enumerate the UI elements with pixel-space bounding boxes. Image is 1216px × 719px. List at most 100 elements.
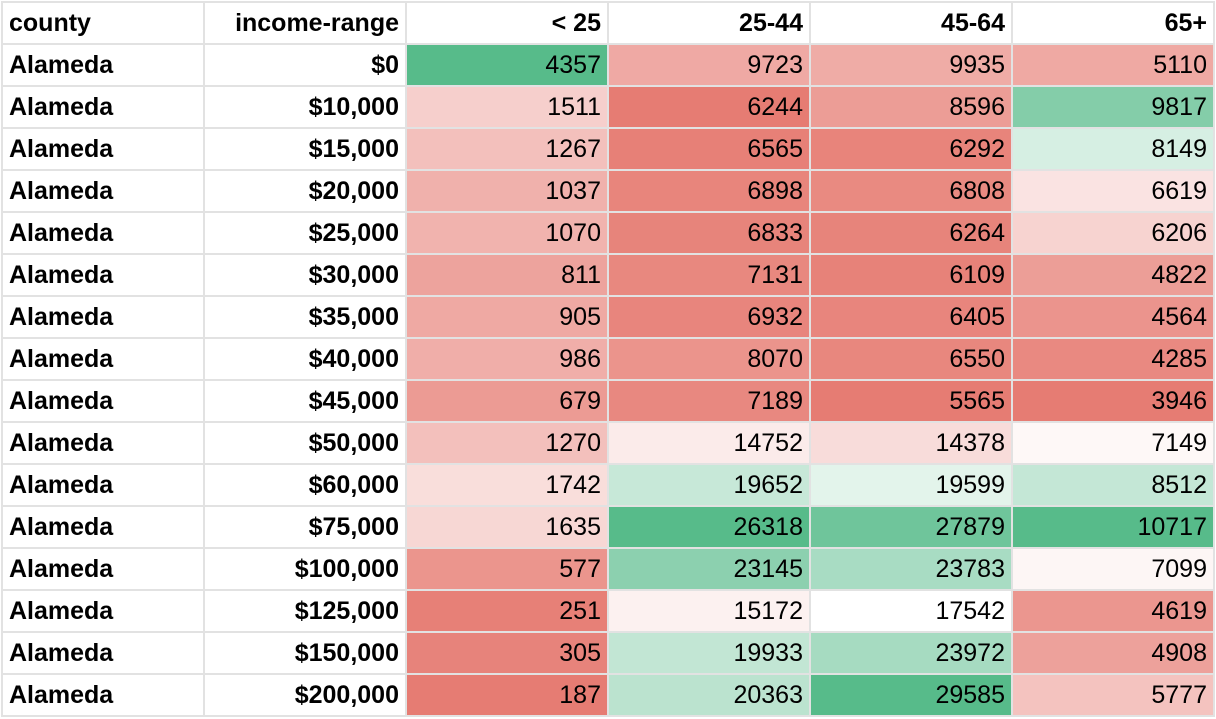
cell-income-range[interactable]: $30,000 [203,253,407,297]
cell-income-range[interactable]: $50,000 [203,421,407,465]
header-cell-65-plus[interactable]: 65+ [1011,1,1215,45]
cell-county[interactable]: Alameda [1,379,205,423]
cell-25-44[interactable]: 6244 [607,85,811,129]
cell-65-plus[interactable]: 6619 [1011,169,1215,213]
cell-county[interactable]: Alameda [1,253,205,297]
cell-65-plus[interactable]: 5110 [1011,43,1215,87]
cell-25-44[interactable]: 6565 [607,127,811,171]
cell-county[interactable]: Alameda [1,169,205,213]
cell-65-plus[interactable]: 4908 [1011,631,1215,675]
cell-65-plus[interactable]: 10717 [1011,505,1215,549]
cell-county[interactable]: Alameda [1,43,205,87]
header-cell-under-25[interactable]: < 25 [405,1,609,45]
cell-county[interactable]: Alameda [1,337,205,381]
cell-income-range[interactable]: $25,000 [203,211,407,255]
cell-under-25[interactable]: 1511 [405,85,609,129]
cell-under-25[interactable]: 1635 [405,505,609,549]
cell-25-44[interactable]: 7189 [607,379,811,423]
cell-45-64[interactable]: 14378 [809,421,1013,465]
cell-under-25[interactable]: 1037 [405,169,609,213]
cell-65-plus[interactable]: 7149 [1011,421,1215,465]
cell-45-64[interactable]: 6808 [809,169,1013,213]
cell-45-64[interactable]: 6109 [809,253,1013,297]
header-cell-45-64[interactable]: 45-64 [809,1,1013,45]
cell-income-range[interactable]: $200,000 [203,673,407,717]
cell-45-64[interactable]: 9935 [809,43,1013,87]
cell-65-plus[interactable]: 4285 [1011,337,1215,381]
cell-income-range[interactable]: $45,000 [203,379,407,423]
cell-25-44[interactable]: 6932 [607,295,811,339]
cell-under-25[interactable]: 1070 [405,211,609,255]
cell-65-plus[interactable]: 5777 [1011,673,1215,717]
cell-45-64[interactable]: 27879 [809,505,1013,549]
cell-25-44[interactable]: 26318 [607,505,811,549]
cell-65-plus[interactable]: 7099 [1011,547,1215,591]
cell-county[interactable]: Alameda [1,631,205,675]
cell-under-25[interactable]: 305 [405,631,609,675]
cell-income-range[interactable]: $40,000 [203,337,407,381]
cell-25-44[interactable]: 6833 [607,211,811,255]
cell-45-64[interactable]: 29585 [809,673,1013,717]
cell-65-plus[interactable]: 4619 [1011,589,1215,633]
cell-income-range[interactable]: $125,000 [203,589,407,633]
cell-under-25[interactable]: 4357 [405,43,609,87]
cell-income-range[interactable]: $15,000 [203,127,407,171]
cell-county[interactable]: Alameda [1,547,205,591]
cell-65-plus[interactable]: 8149 [1011,127,1215,171]
cell-65-plus[interactable]: 6206 [1011,211,1215,255]
cell-income-range[interactable]: $0 [203,43,407,87]
cell-under-25[interactable]: 905 [405,295,609,339]
cell-45-64[interactable]: 6405 [809,295,1013,339]
cell-county[interactable]: Alameda [1,421,205,465]
cell-25-44[interactable]: 15172 [607,589,811,633]
cell-25-44[interactable]: 7131 [607,253,811,297]
cell-under-25[interactable]: 1270 [405,421,609,465]
header-cell-income-range[interactable]: income-range [203,1,407,45]
cell-65-plus[interactable]: 3946 [1011,379,1215,423]
cell-county[interactable]: Alameda [1,127,205,171]
cell-65-plus[interactable]: 4822 [1011,253,1215,297]
cell-45-64[interactable]: 5565 [809,379,1013,423]
cell-income-range[interactable]: $20,000 [203,169,407,213]
cell-65-plus[interactable]: 4564 [1011,295,1215,339]
header-cell-25-44[interactable]: 25-44 [607,1,811,45]
cell-county[interactable]: Alameda [1,589,205,633]
cell-income-range[interactable]: $35,000 [203,295,407,339]
cell-income-range[interactable]: $60,000 [203,463,407,507]
cell-45-64[interactable]: 19599 [809,463,1013,507]
cell-under-25[interactable]: 1742 [405,463,609,507]
cell-45-64[interactable]: 8596 [809,85,1013,129]
cell-county[interactable]: Alameda [1,211,205,255]
cell-county[interactable]: Alameda [1,505,205,549]
cell-under-25[interactable]: 577 [405,547,609,591]
cell-45-64[interactable]: 23783 [809,547,1013,591]
cell-45-64[interactable]: 6550 [809,337,1013,381]
cell-under-25[interactable]: 251 [405,589,609,633]
cell-25-44[interactable]: 9723 [607,43,811,87]
cell-25-44[interactable]: 20363 [607,673,811,717]
cell-45-64[interactable]: 23972 [809,631,1013,675]
cell-county[interactable]: Alameda [1,463,205,507]
cell-45-64[interactable]: 6292 [809,127,1013,171]
cell-25-44[interactable]: 23145 [607,547,811,591]
cell-25-44[interactable]: 19652 [607,463,811,507]
cell-income-range[interactable]: $10,000 [203,85,407,129]
cell-county[interactable]: Alameda [1,295,205,339]
cell-45-64[interactable]: 17542 [809,589,1013,633]
cell-65-plus[interactable]: 9817 [1011,85,1215,129]
cell-45-64[interactable]: 6264 [809,211,1013,255]
cell-under-25[interactable]: 811 [405,253,609,297]
cell-65-plus[interactable]: 8512 [1011,463,1215,507]
cell-income-range[interactable]: $100,000 [203,547,407,591]
cell-under-25[interactable]: 1267 [405,127,609,171]
cell-under-25[interactable]: 187 [405,673,609,717]
cell-county[interactable]: Alameda [1,85,205,129]
cell-25-44[interactable]: 8070 [607,337,811,381]
cell-25-44[interactable]: 6898 [607,169,811,213]
header-cell-county[interactable]: county [1,1,205,45]
cell-25-44[interactable]: 19933 [607,631,811,675]
cell-under-25[interactable]: 679 [405,379,609,423]
cell-county[interactable]: Alameda [1,673,205,717]
cell-25-44[interactable]: 14752 [607,421,811,465]
cell-income-range[interactable]: $75,000 [203,505,407,549]
